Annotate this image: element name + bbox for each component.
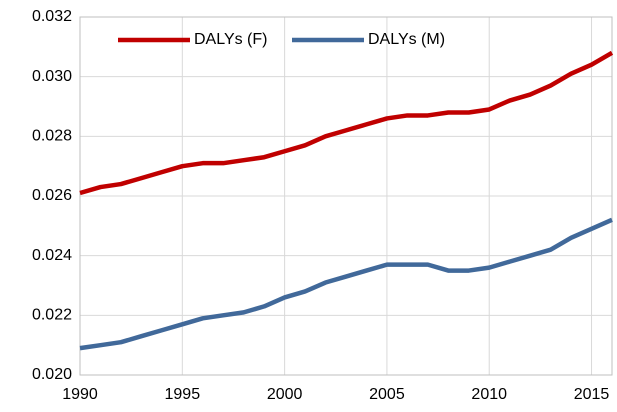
x-tick-label: 2000 [267,386,303,403]
x-tick-label: 1990 [62,386,98,403]
y-tick-label: 0.032 [32,8,72,25]
y-tick-label: 0.026 [32,187,72,204]
plot-border [79,16,613,376]
x-tick-label: 2005 [369,386,405,403]
x-tick-label: 2015 [574,386,610,403]
y-tick-label: 0.028 [32,128,72,145]
y-tick-label: 0.024 [32,247,72,264]
legend-label: DALYs (F) [194,31,267,48]
data-line [79,50,614,196]
y-tick-label: 0.020 [32,366,72,383]
y-tick-label: 0.022 [32,307,72,324]
x-tick-label: 2010 [471,386,507,403]
y-tick-label: 0.030 [32,68,72,85]
data-line [79,217,613,351]
x-tick-label: 1995 [165,386,201,403]
legend-label: DALYs (M) [368,31,445,48]
